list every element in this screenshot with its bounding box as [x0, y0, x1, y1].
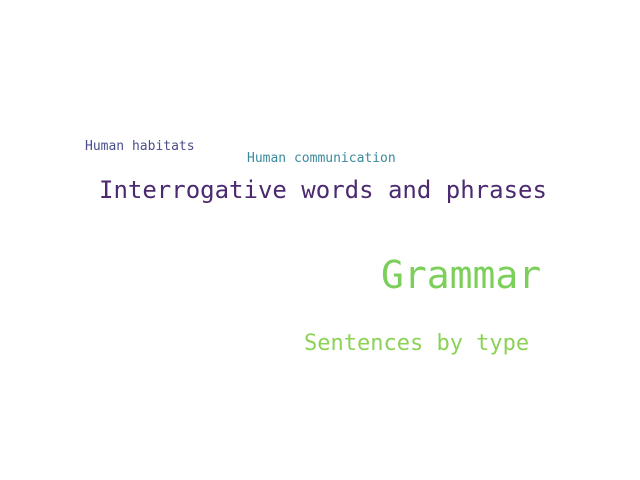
- word-sentences-by-type: Sentences by type: [304, 331, 530, 356]
- word-human-habitats: Human habitats: [85, 139, 195, 154]
- word-human-communication: Human communication: [247, 151, 396, 166]
- word-interrogative-words-and-phrases: Interrogative words and phrases: [99, 176, 547, 204]
- word-grammar: Grammar: [381, 253, 542, 297]
